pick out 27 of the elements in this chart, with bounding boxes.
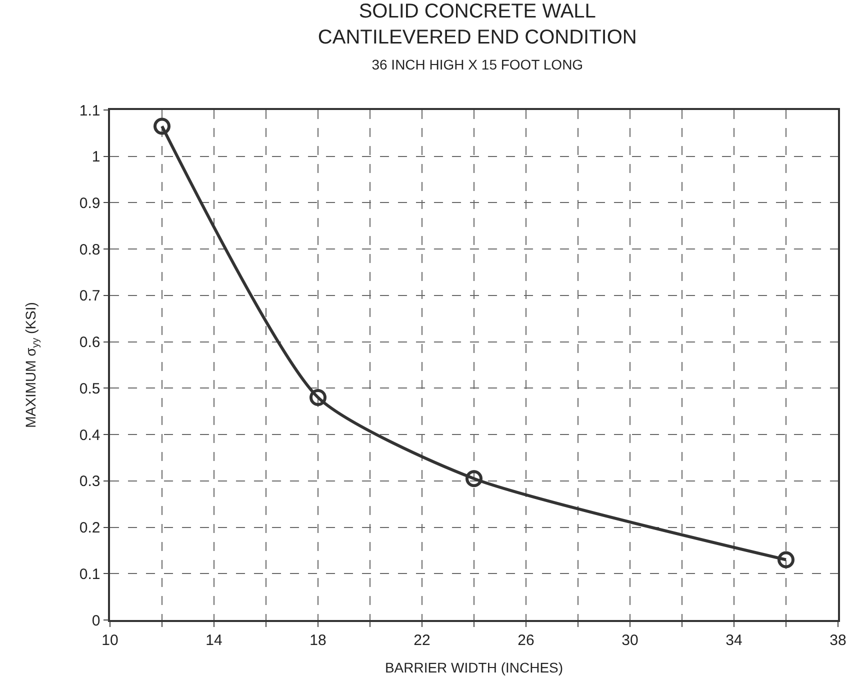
x-axis-title: BARRIER WIDTH (INCHES) [384,660,564,676]
point [310,388,326,406]
x-tick-label: 10 [102,632,118,649]
y-tick-label: 0.9 [79,194,100,212]
chart-title: SOLID CONCRETE WALL CANTILEVERED END CONDITION [318,0,637,48]
y-tick-label: 1.1 [79,102,100,120]
y-tick-label: 0.5 [79,380,100,398]
point [154,118,170,135]
x-tick-label: 18 [310,632,326,649]
y-tick-label: 0.3 [79,473,100,490]
x-tick-label: 22 [414,632,430,649]
chart-subtitle: 36 INCH HIGH X 15 FOOT LONG [372,56,584,72]
x-tick-label: 26 [518,632,534,649]
y-tick-label: 0.7 [79,288,100,305]
x-tick-label: 14 [206,632,222,649]
y-tick-label: 0.6 [79,334,100,352]
point [466,470,482,488]
y-tick-label: 0 [92,612,100,630]
y-tick-label: 0.2 [79,520,100,537]
y-tick-label: 0.1 [79,566,100,583]
y-tick-label: 0.8 [79,241,100,258]
x-tick-label: 38 [830,632,846,649]
y-tick-label: 1 [92,148,100,166]
point [778,551,794,568]
x-tick-label: 34 [726,632,742,649]
x-tick-label: 30 [622,632,638,649]
y-tick-label: 0.4 [79,426,100,444]
